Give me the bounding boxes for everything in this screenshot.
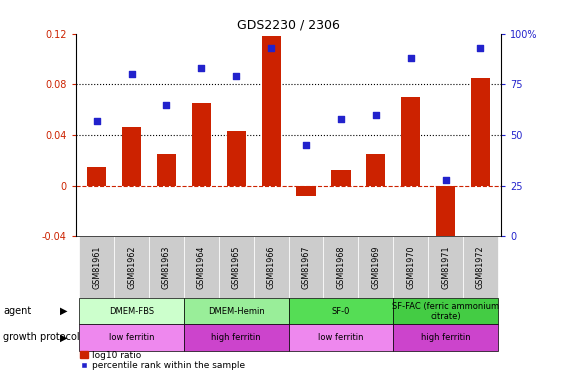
Text: GSM81964: GSM81964 xyxy=(197,246,206,289)
Text: growth protocol: growth protocol xyxy=(3,333,79,342)
Text: GSM81966: GSM81966 xyxy=(266,246,276,289)
Text: high ferritin: high ferritin xyxy=(421,333,470,342)
Bar xyxy=(471,78,490,186)
Bar xyxy=(184,298,289,324)
Bar xyxy=(79,236,114,298)
Point xyxy=(231,73,241,79)
Bar xyxy=(184,236,219,298)
Point xyxy=(162,102,171,108)
Text: GSM81967: GSM81967 xyxy=(301,246,311,289)
Text: ▶: ▶ xyxy=(59,333,67,342)
Text: GSM81961: GSM81961 xyxy=(92,246,101,289)
Bar xyxy=(296,186,315,196)
Bar xyxy=(87,166,106,186)
Bar xyxy=(394,298,498,324)
Point xyxy=(371,112,381,118)
Text: DMEM-FBS: DMEM-FBS xyxy=(109,307,154,316)
Bar xyxy=(227,131,246,186)
Bar xyxy=(289,298,394,324)
Bar xyxy=(324,236,359,298)
Point xyxy=(196,65,206,71)
Bar xyxy=(219,236,254,298)
Point xyxy=(476,45,485,51)
Bar xyxy=(192,104,211,186)
Text: ▶: ▶ xyxy=(59,306,67,316)
Bar xyxy=(262,36,281,186)
Title: GDS2230 / 2306: GDS2230 / 2306 xyxy=(237,18,340,31)
Point xyxy=(266,45,276,51)
Bar xyxy=(359,236,394,298)
Bar xyxy=(157,154,176,186)
Bar xyxy=(289,236,324,298)
Point xyxy=(336,116,346,122)
Bar xyxy=(436,186,455,255)
Bar xyxy=(184,324,289,351)
Point xyxy=(127,71,136,77)
Bar xyxy=(289,324,394,351)
Bar xyxy=(79,324,184,351)
Text: low ferritin: low ferritin xyxy=(109,333,154,342)
Text: GSM81970: GSM81970 xyxy=(406,246,415,289)
Text: GSM81968: GSM81968 xyxy=(336,246,345,289)
Legend: log10 ratio, percentile rank within the sample: log10 ratio, percentile rank within the … xyxy=(80,351,245,370)
Bar xyxy=(366,154,385,186)
Text: GSM81963: GSM81963 xyxy=(162,246,171,289)
Text: GSM81965: GSM81965 xyxy=(232,246,241,289)
Bar xyxy=(463,236,498,298)
Text: GSM81971: GSM81971 xyxy=(441,246,450,289)
Text: SF-0: SF-0 xyxy=(332,307,350,316)
Text: GSM81962: GSM81962 xyxy=(127,246,136,289)
Bar xyxy=(149,236,184,298)
Text: GSM81969: GSM81969 xyxy=(371,246,380,289)
Point xyxy=(301,142,311,148)
Text: high ferritin: high ferritin xyxy=(212,333,261,342)
Bar xyxy=(394,236,428,298)
Text: DMEM-Hemin: DMEM-Hemin xyxy=(208,307,265,316)
Point xyxy=(441,177,450,183)
Point xyxy=(406,55,415,61)
Text: SF-FAC (ferric ammonium
citrate): SF-FAC (ferric ammonium citrate) xyxy=(392,302,499,321)
Text: agent: agent xyxy=(3,306,31,316)
Bar xyxy=(254,236,289,298)
Point xyxy=(92,118,101,124)
Bar xyxy=(331,170,350,186)
Text: GSM81972: GSM81972 xyxy=(476,246,485,289)
Bar xyxy=(122,128,141,186)
Bar xyxy=(394,324,498,351)
Text: low ferritin: low ferritin xyxy=(318,333,364,342)
Bar xyxy=(114,236,149,298)
Bar xyxy=(428,236,463,298)
Bar xyxy=(79,298,184,324)
Bar xyxy=(401,97,420,186)
